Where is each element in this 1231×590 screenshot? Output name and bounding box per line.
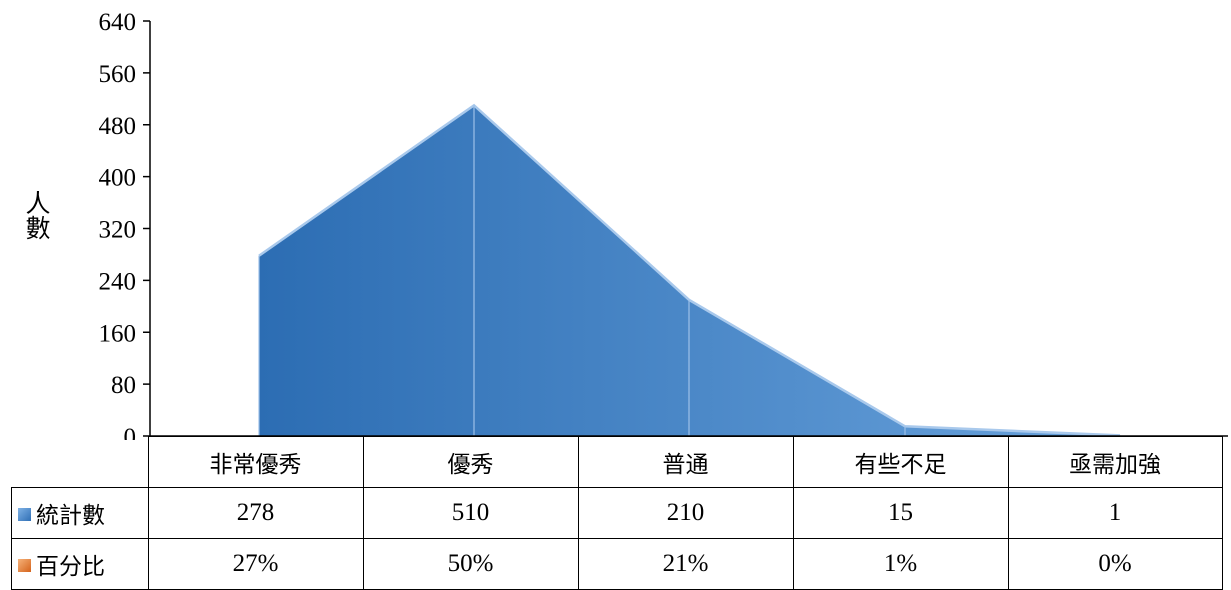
y-tick-label: 0: [124, 424, 137, 440]
category-label-2: 普通: [577, 436, 794, 488]
area-layer: [150, 103, 1228, 437]
table-row: 百分比 27% 50% 21% 1% 0%: [11, 538, 1223, 590]
value-cell: 21%: [577, 538, 794, 590]
area-top-edge: [258, 103, 1121, 437]
value-cell: 50%: [362, 538, 579, 590]
value-cell: 1: [1007, 487, 1223, 539]
y-tick-label: 240: [99, 268, 137, 295]
value-cell: 210: [577, 487, 794, 539]
category-label-1: 優秀: [362, 436, 579, 488]
series-header-0: 統計數: [11, 487, 149, 539]
value-cell: 278: [147, 487, 364, 539]
value-cell: 27%: [147, 538, 364, 590]
y-tick-label: 560: [99, 61, 137, 88]
value-cell: 0%: [1007, 538, 1223, 590]
data-table: 非常優秀 優秀 普通 有些不足 亟需加強 統計數 278 510 210 15 …: [11, 436, 1223, 590]
category-row: 非常優秀 優秀 普通 有些不足 亟需加強: [11, 436, 1223, 488]
y-tick-label: 320: [99, 217, 137, 244]
series-name-1: 百分比: [36, 554, 105, 580]
value-cell: 510: [362, 487, 579, 539]
y-tick-label: 160: [99, 320, 137, 347]
legend-key-blue: [18, 508, 31, 521]
table-corner: [11, 436, 149, 488]
category-label-4: 亟需加強: [1007, 436, 1223, 488]
value-cell: 1%: [792, 538, 1009, 590]
y-axis-label: 人數: [22, 190, 51, 240]
y-tick-label: 400: [99, 165, 137, 192]
chart-plot: 0 80 160 240 320 400 480 560 640: [99, 9, 1228, 440]
y-tick-label: 640: [99, 9, 137, 36]
table-row: 統計數 278 510 210 15 1: [11, 487, 1223, 539]
y-tick-label: 80: [111, 372, 136, 399]
series-header-1: 百分比: [11, 538, 149, 590]
category-label-3: 有些不足: [792, 436, 1009, 488]
y-axis: 0 80 160 240 320 400 480 560 640: [99, 9, 151, 440]
value-cell: 15: [792, 487, 1009, 539]
category-label-0: 非常優秀: [147, 436, 364, 488]
legend-key-orange: [18, 559, 31, 572]
y-tick-label: 480: [99, 113, 137, 140]
series-name-0: 統計數: [36, 503, 105, 529]
